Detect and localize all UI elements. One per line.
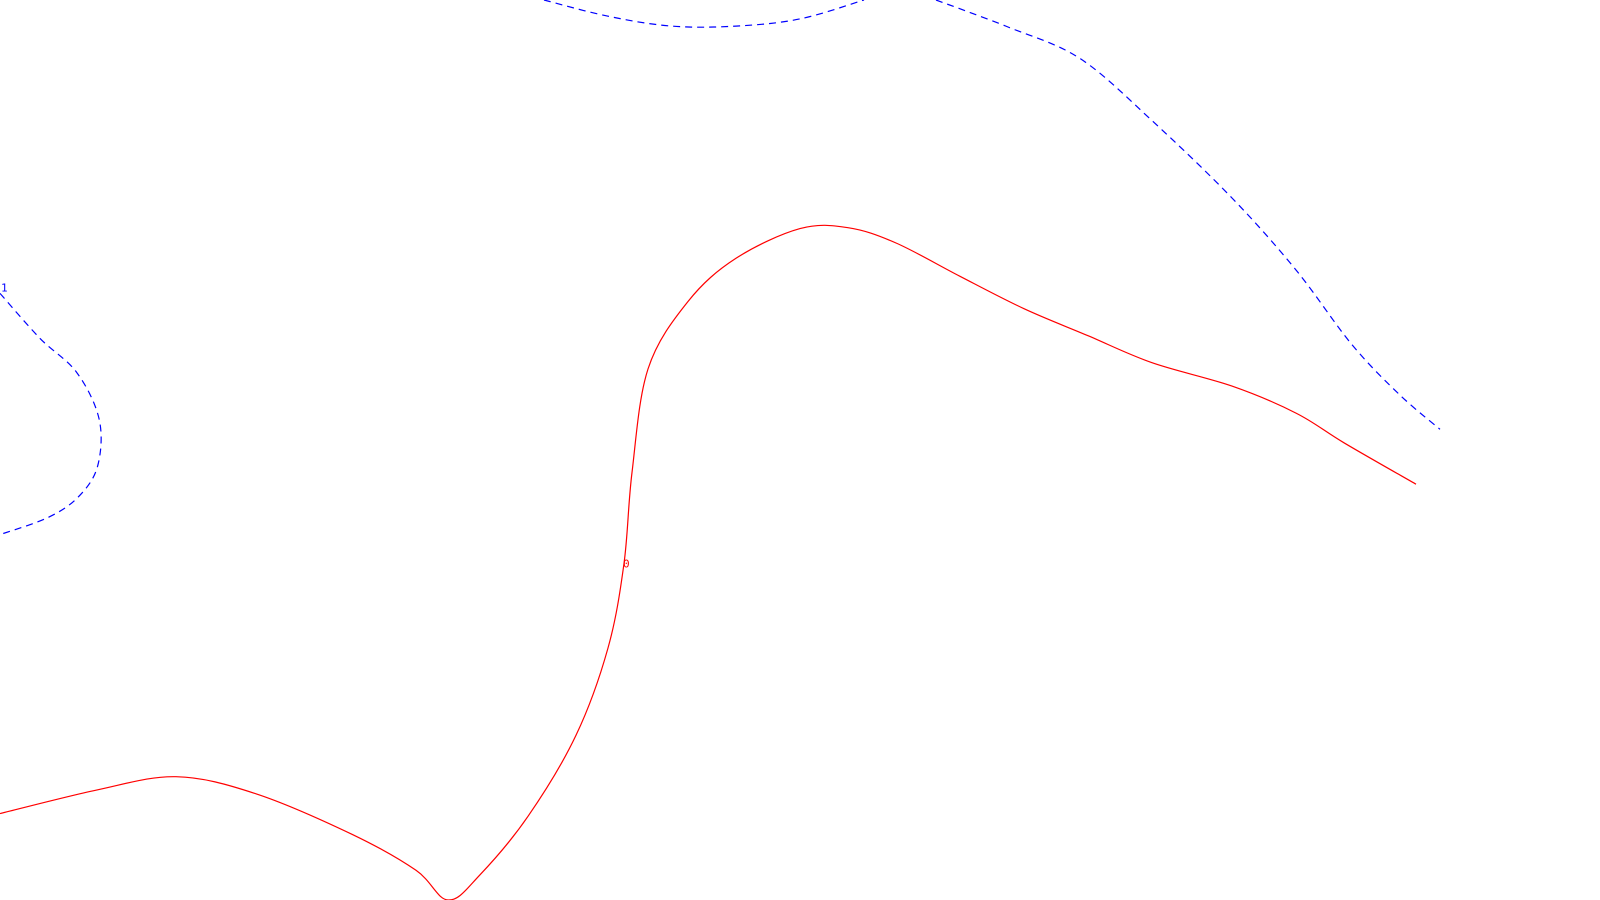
contour-line-level-1-segment-0	[0, 293, 102, 536]
contour-line-level-1-segment-1	[543, 0, 865, 28]
contour-line-level-0-segment-0	[0, 224, 1417, 900]
contour-line-level-1-segment-2	[935, 0, 1441, 430]
contour-label-level-1: 1	[1, 281, 8, 294]
contour-label-level-0: 0	[623, 557, 630, 570]
contour-labels: 01	[1, 281, 630, 570]
contour-lines	[0, 0, 1441, 900]
